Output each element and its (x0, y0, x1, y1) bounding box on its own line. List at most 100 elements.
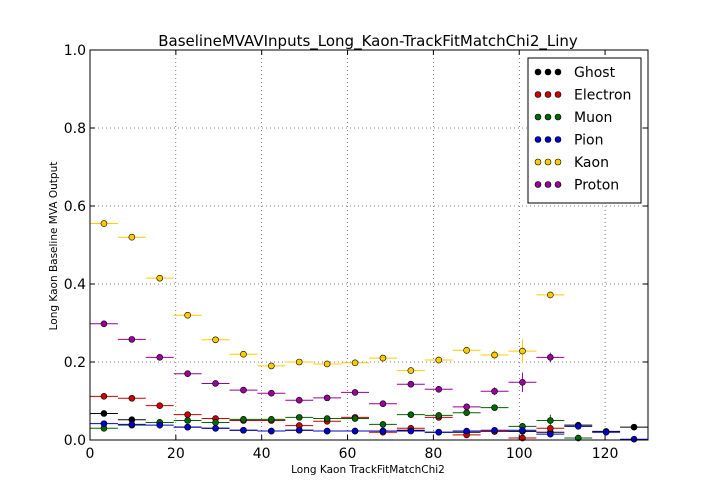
data-point (295, 358, 303, 366)
data-point (351, 415, 359, 422)
legend-entry-electron: Electron (534, 88, 631, 104)
data-point (435, 428, 443, 436)
y-tick-label: 0.0 (64, 433, 86, 449)
data-point (519, 347, 526, 355)
legend-marker (534, 181, 542, 188)
legend-marker (534, 158, 542, 166)
legend-marker (554, 113, 562, 121)
x-tick-label: 80 (424, 446, 442, 462)
data-point (407, 427, 415, 435)
data-point (630, 423, 638, 431)
data-point (100, 220, 108, 227)
data-point (156, 354, 164, 361)
y-tick-label: 1.0 (64, 43, 86, 59)
legend-label: Proton (574, 178, 619, 194)
series-proton (90, 320, 565, 411)
data-point (602, 428, 610, 436)
legend-marker (534, 91, 542, 98)
data-point (240, 426, 247, 434)
x-tick-label: 20 (167, 446, 185, 462)
data-point (379, 421, 387, 428)
legend-label: Kaon (574, 155, 609, 171)
data-point (212, 380, 219, 387)
legend-label: Pion (574, 133, 603, 149)
data-point (351, 359, 359, 367)
data-point (100, 420, 108, 427)
y-axis-label: Long Kaon Baseline MVA Output (48, 162, 60, 331)
legend: Ghost Electron Muon Pion Kaon Proton (527, 57, 642, 204)
data-point (268, 427, 275, 435)
y-tick-label: 0.6 (64, 199, 86, 215)
data-point (240, 416, 247, 423)
data-point (323, 360, 331, 368)
x-axis-label: Long Kaon TrackFitMatchChi2 (291, 464, 445, 476)
x-tick-label: 120 (592, 446, 619, 462)
legend-marker (544, 158, 552, 166)
chart-title: BaselineMVAVInputs_Long_Kaon-TrackFitMat… (158, 32, 578, 51)
data-point (351, 389, 359, 396)
legend-marker (534, 113, 542, 121)
data-point (547, 291, 554, 299)
legend-entry-proton: Proton (534, 178, 619, 194)
data-point (463, 409, 470, 417)
legend-marker (534, 68, 542, 76)
x-tick-label: 0 (86, 446, 95, 462)
data-point (463, 427, 470, 435)
data-point (295, 426, 303, 434)
x-tick-label: 40 (253, 446, 271, 462)
data-point (295, 414, 303, 421)
data-point (547, 430, 554, 438)
legend-entry-kaon: Kaon (534, 155, 609, 171)
data-point (491, 426, 498, 434)
data-point (435, 385, 443, 393)
data-point (491, 351, 498, 359)
y-tick-label: 0.4 (64, 277, 86, 293)
data-point (184, 411, 191, 418)
data-point (351, 427, 359, 435)
legend-marker (554, 68, 562, 76)
data-point (212, 336, 219, 344)
legend-marker (544, 113, 552, 121)
data-point (547, 354, 554, 361)
data-point (128, 394, 136, 402)
data-point (547, 417, 554, 424)
legend-marker (554, 181, 562, 188)
data-points (90, 220, 648, 443)
data-point (184, 311, 191, 319)
data-point (156, 402, 164, 409)
legend-marker (554, 158, 562, 166)
legend-marker (534, 136, 542, 143)
data-point (156, 274, 164, 282)
legend-marker (554, 136, 562, 143)
legend-marker (544, 68, 552, 76)
data-point (519, 426, 526, 434)
data-point (268, 389, 275, 397)
data-point (212, 424, 219, 432)
data-point (323, 415, 331, 422)
data-point (128, 421, 136, 428)
x-tick-label: 60 (339, 446, 357, 462)
axis-ticks: 0 20 40 60 80 100 120 0.0 0.2 0.4 0.6 0.8 1.0 (64, 43, 648, 462)
data-point (491, 404, 498, 411)
legend-label: Muon (574, 110, 612, 126)
data-point (630, 435, 638, 443)
series-pion (90, 420, 648, 443)
data-point (379, 400, 387, 408)
legend-label: Ghost (574, 65, 616, 81)
series-kaon (90, 220, 565, 374)
data-point (407, 411, 415, 418)
legend-marker (544, 181, 552, 188)
data-point (407, 367, 415, 374)
data-point (323, 427, 331, 435)
plot-frame (89, 49, 649, 441)
data-point (240, 386, 247, 394)
data-point (156, 421, 164, 429)
legend-entry-ghost: Ghost (534, 65, 616, 81)
data-point (100, 320, 108, 328)
legend-marker (544, 91, 552, 98)
data-point (463, 346, 470, 354)
legend-marker (544, 136, 552, 143)
data-point (295, 396, 303, 404)
data-point (574, 423, 582, 430)
data-point (407, 380, 415, 388)
